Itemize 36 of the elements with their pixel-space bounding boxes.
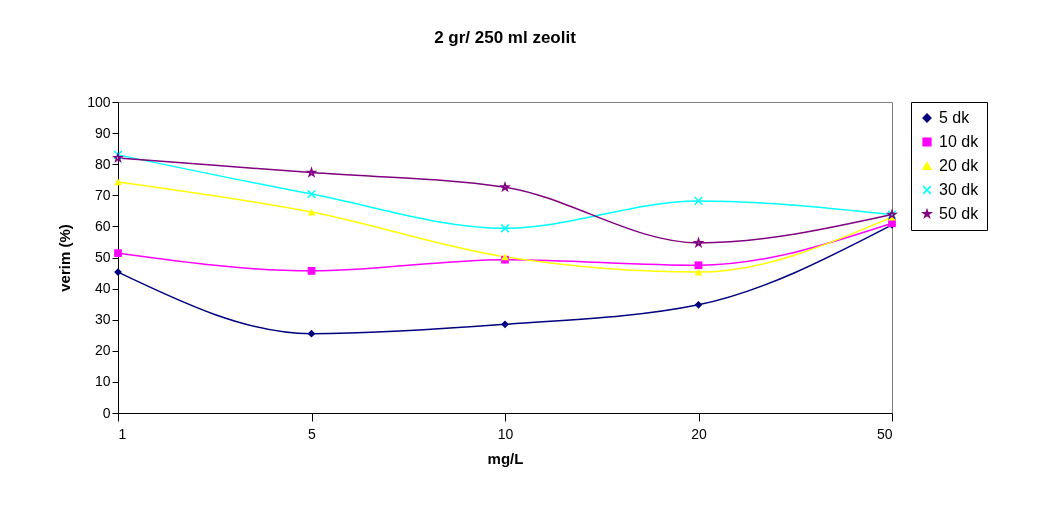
y-tick-label: 60: [94, 217, 111, 234]
point: [500, 223, 510, 233]
x-tick-label: 10: [497, 425, 514, 442]
point: [307, 208, 316, 216]
x-tick-label: 5: [308, 425, 317, 442]
y-tick-label: 80: [94, 155, 111, 172]
y-tick-label: 50: [94, 249, 111, 265]
legend-label: 5 dk: [939, 109, 971, 126]
y-axis-title: verim (%): [56, 224, 74, 292]
legend-label: 10 dk: [939, 133, 980, 150]
x-tick-label: 20: [691, 425, 707, 442]
point: [500, 182, 510, 192]
legend-label: 20 dk: [939, 157, 980, 174]
point: [306, 189, 317, 199]
legend-label: 30 dk: [939, 181, 980, 198]
point: [694, 261, 703, 270]
x-axis-title: mg/L: [487, 449, 524, 467]
y-tick-label: 90: [94, 124, 111, 141]
point: [307, 267, 316, 275]
point: [114, 178, 122, 186]
legend-label: 50 dk: [939, 205, 980, 222]
point: [693, 196, 704, 206]
y-tick-label: 40: [94, 280, 111, 297]
point: [694, 300, 703, 309]
x-tick-label: 1: [118, 425, 127, 442]
y-tick-label: 0: [102, 404, 111, 421]
y-tick-label: 70: [94, 186, 111, 203]
y-tick-label: 20: [94, 342, 111, 359]
y-tick-label: 100: [87, 93, 111, 110]
y-tick-label: 30: [94, 311, 111, 328]
point: [114, 249, 122, 258]
point: [307, 329, 316, 338]
y-tick-label: 10: [94, 373, 111, 390]
chart-title: 2 gr/ 250 ml zeolit: [434, 28, 577, 47]
point: [501, 320, 509, 329]
x-tick-label: 50: [876, 425, 893, 442]
